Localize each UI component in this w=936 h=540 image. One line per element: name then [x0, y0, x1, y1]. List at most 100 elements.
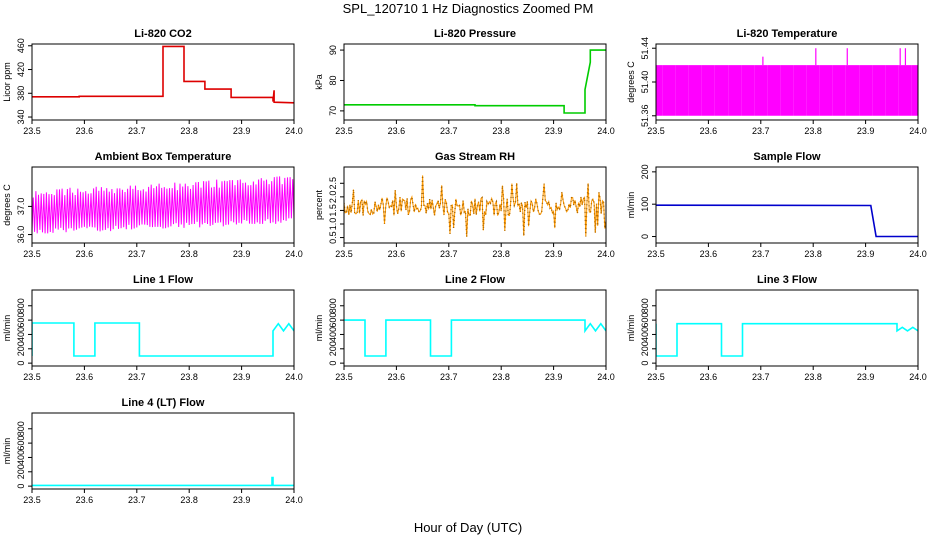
x-tick-label: 23.5	[23, 372, 41, 382]
panel-grid: Li-820 CO2 Licor ppm 23.5 23.6 23.7 23.8 23.9 2…	[2, 28, 927, 505]
x-tick-label: 23.8	[804, 126, 822, 136]
x-tick-label: 23.9	[857, 249, 875, 259]
y-tick-label: 0	[16, 361, 26, 366]
y-tick-label: 2.0	[328, 191, 338, 204]
y-tick-label: 37.0	[16, 198, 26, 216]
series-group	[656, 48, 918, 116]
y-tick-label: 80	[328, 75, 338, 85]
y-tick-label: 100	[640, 197, 650, 212]
x-tick-label: 23.7	[128, 495, 146, 505]
y-tick-label: 380	[16, 86, 26, 101]
y-tick-label: 600	[328, 313, 338, 328]
panel-ambient-box-temperature: Ambient Box Temperature degrees C 23.5 23.6…	[2, 151, 303, 259]
y-tick-label: 800	[16, 421, 26, 436]
x-tick-label: 23.9	[233, 249, 251, 259]
x-tick-label: 24.0	[285, 126, 303, 136]
temperature-band	[656, 65, 918, 116]
plot-frame	[655, 166, 919, 244]
y-tick-label: 200	[640, 164, 650, 179]
x-tick-label: 23.9	[545, 372, 563, 382]
x-tick-label: 23.6	[700, 372, 718, 382]
x-tick-label: 23.7	[440, 372, 458, 382]
x-tick-label: 24.0	[597, 126, 615, 136]
y-tick-label: 420	[16, 62, 26, 77]
plot-frame	[655, 289, 919, 367]
y-tick-label: 600	[640, 313, 650, 328]
series-line	[32, 476, 294, 487]
y-axis-label: ml/min	[626, 315, 636, 342]
x-tick-label: 23.6	[388, 372, 406, 382]
series-group	[344, 49, 606, 114]
y-axis-label: ml/min	[314, 315, 324, 342]
x-tick-label: 23.5	[23, 249, 41, 259]
panel-sample-flow: Sample Flow ml/min 23.5 23.6 23.7 23.8 23.9 24.…	[626, 151, 927, 259]
x-tick-label: 24.0	[597, 249, 615, 259]
x-tick-label: 23.5	[335, 249, 353, 259]
y-axis-label: ml/min	[626, 192, 636, 219]
y-tick-label: 800	[328, 298, 338, 313]
y-tick-label: 800	[16, 298, 26, 313]
y-tick-label: 1.5	[328, 204, 338, 217]
rh-points	[344, 175, 606, 237]
figure-title: SPL_120710 1 Hz Diagnostics Zoomed PM	[343, 1, 594, 16]
y-tick-label: 70	[328, 106, 338, 116]
y-axis-label: ml/min	[2, 315, 12, 342]
panel-gas-stream-rh: Gas Stream RH percent 23.5 23.6 23.7 23.8 23.9…	[314, 151, 615, 259]
series-group	[656, 322, 918, 357]
x-tick-label: 23.8	[492, 126, 510, 136]
x-tick-label: 23.7	[752, 372, 770, 382]
plot-frame	[31, 289, 295, 367]
panel-title: Li-820 Temperature	[737, 28, 838, 40]
x-tick-label: 23.8	[180, 126, 198, 136]
plot-frame	[31, 412, 295, 490]
y-tick-label: 200	[640, 341, 650, 356]
series-group	[344, 175, 606, 237]
y-tick-label: 0	[16, 484, 26, 489]
y-tick-label: 200	[16, 464, 26, 479]
plot-frame	[31, 166, 295, 244]
x-tick-label: 23.8	[180, 495, 198, 505]
y-axis-label: degrees C	[2, 184, 12, 226]
y-tick-label: 0	[640, 234, 650, 239]
series-line	[656, 204, 918, 238]
y-tick-label: 400	[640, 327, 650, 342]
y-axis-label: degrees C	[626, 61, 636, 103]
y-axis-label: ml/min	[2, 438, 12, 465]
plot-frame	[343, 166, 607, 244]
y-tick-label: 200	[328, 341, 338, 356]
x-tick-label: 23.5	[647, 372, 665, 382]
x-tick-label: 23.7	[752, 126, 770, 136]
x-tick-label: 23.6	[76, 126, 94, 136]
x-tick-label: 23.7	[752, 249, 770, 259]
panel-line-1-flow: Line 1 Flow ml/min 23.5 23.6 23.7 23.8 23.9 24.…	[2, 274, 303, 382]
panel-title: Ambient Box Temperature	[95, 151, 232, 163]
panel-line-4-lt-flow: Line 4 (LT) Flow ml/min 23.5 23.6 23.7 23.8 23…	[2, 397, 303, 505]
x-tick-label: 23.6	[700, 126, 718, 136]
x-tick-label: 23.6	[76, 495, 94, 505]
x-tick-label: 23.7	[128, 372, 146, 382]
plot-frame	[343, 43, 607, 121]
x-tick-label: 23.6	[700, 249, 718, 259]
y-tick-label: 51.44	[640, 37, 650, 60]
panel-title: Line 3 Flow	[757, 274, 817, 286]
y-tick-label: 2.5	[328, 177, 338, 190]
panel-li-820-co2: Li-820 CO2 Licor ppm 23.5 23.6 23.7 23.8 23.9 2…	[2, 28, 303, 136]
series-line	[32, 322, 294, 357]
y-tick-label: 1.0	[328, 218, 338, 231]
series-group	[32, 476, 294, 487]
x-tick-label: 23.8	[180, 249, 198, 259]
series-group	[32, 176, 294, 234]
x-tick-label: 23.6	[76, 372, 94, 382]
panel-line-3-flow: Line 3 Flow ml/min 23.5 23.6 23.7 23.8 23.9 24.…	[626, 274, 927, 382]
series-group	[344, 319, 606, 357]
panel-title: Line 1 Flow	[133, 274, 193, 286]
x-tick-label: 24.0	[285, 249, 303, 259]
x-tick-label: 23.9	[233, 495, 251, 505]
y-tick-label: 600	[16, 436, 26, 451]
panel-title: Li-820 Pressure	[434, 28, 516, 40]
y-tick-label: 400	[16, 327, 26, 342]
x-tick-label: 23.8	[492, 372, 510, 382]
x-tick-label: 23.7	[440, 126, 458, 136]
panel-line-2-flow: Line 2 Flow ml/min 23.5 23.6 23.7 23.8 23.9 24.…	[314, 274, 615, 382]
x-tick-label: 23.5	[23, 126, 41, 136]
